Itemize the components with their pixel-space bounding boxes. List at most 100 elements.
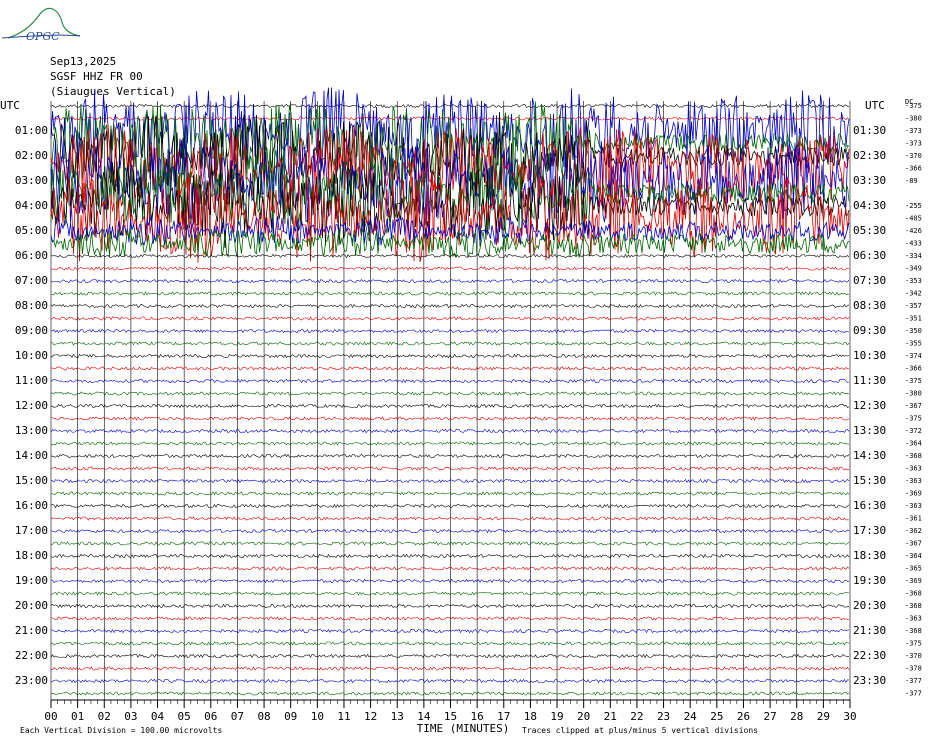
trace: [50, 428, 850, 434]
trace: [50, 666, 850, 671]
right-label: 05:30: [853, 224, 886, 237]
dc-value: -361: [905, 515, 922, 523]
left-label: 15:00: [15, 474, 48, 487]
x-label: 00: [44, 710, 57, 723]
trace: [50, 628, 850, 634]
dc-value: -433: [905, 240, 922, 248]
dc-value: -368: [905, 590, 922, 598]
left-label: 13:00: [15, 424, 48, 437]
x-label: 10: [311, 710, 324, 723]
dc-value: -255: [905, 202, 922, 210]
right-label: 04:30: [853, 199, 886, 212]
dc-value: -366: [905, 165, 922, 173]
x-label: 19: [550, 710, 563, 723]
right-label: 01:30: [853, 124, 886, 137]
left-label: 05:00: [15, 224, 48, 237]
left-label: 10:00: [15, 349, 48, 362]
trace: [50, 266, 850, 271]
dc-value: -363: [905, 477, 922, 485]
trace: [50, 391, 850, 396]
x-label: 27: [763, 710, 776, 723]
x-label: 14: [417, 710, 431, 723]
left-label: 07:00: [15, 274, 48, 287]
dc-value: -353: [905, 277, 922, 285]
x-label: 29: [817, 710, 830, 723]
x-label: 30: [843, 710, 856, 723]
logo-text: OPGC: [26, 30, 60, 43]
left-label: 23:00: [15, 674, 48, 687]
dc-value: -349: [905, 265, 922, 273]
dc-value: -363: [905, 615, 922, 623]
trace: [50, 616, 849, 621]
dc-value: -378: [905, 665, 922, 673]
trace: [50, 516, 850, 521]
x-label: 11: [337, 710, 350, 723]
dc-value: -426: [905, 227, 922, 235]
right-label: 17:30: [853, 524, 886, 537]
dc-value: -334: [905, 252, 922, 260]
left-label: 01:00: [15, 124, 48, 137]
dc-value: -368: [905, 452, 922, 460]
dc-value: -373: [905, 140, 922, 148]
dc-value: -366: [905, 365, 922, 373]
trace: [50, 366, 850, 371]
right-label: 06:30: [853, 249, 886, 262]
left-label: 09:00: [15, 324, 48, 337]
dc-value: -350: [905, 327, 922, 335]
dc-value: -364: [905, 552, 922, 560]
x-label: 06: [204, 710, 217, 723]
trace: [50, 341, 850, 346]
trace: [50, 353, 850, 359]
dc-value: -375: [905, 377, 922, 385]
right-label: 11:30: [853, 374, 886, 387]
x-label: 18: [524, 710, 537, 723]
dc-value: -368: [905, 602, 922, 610]
dc-value: -365: [905, 565, 922, 573]
trace: [50, 466, 850, 471]
x-label: 20: [577, 710, 590, 723]
trace: [50, 578, 850, 584]
left-label: 20:00: [15, 599, 48, 612]
x-label: 02: [98, 710, 111, 723]
right-label: 22:30: [853, 649, 886, 662]
dc-value: -367: [905, 540, 922, 548]
trace: [50, 478, 850, 484]
trace: [50, 378, 850, 384]
left-label: 21:00: [15, 624, 48, 637]
right-label: 19:30: [853, 574, 886, 587]
dc-value: -342: [905, 290, 922, 298]
trace: [50, 641, 850, 646]
dc-value: -375: [905, 640, 922, 648]
left-label: 02:00: [15, 149, 48, 162]
left-label: 14:00: [15, 449, 48, 462]
x-label: 23: [657, 710, 670, 723]
trace: [50, 591, 850, 596]
dc-value: -357: [905, 302, 922, 310]
x-label: 15: [444, 710, 457, 723]
dc-value: -380: [905, 115, 922, 123]
trace: [50, 174, 850, 263]
trace: [50, 278, 850, 284]
right-label: 02:30: [853, 149, 886, 162]
trace: [50, 161, 850, 249]
trace: [50, 491, 850, 496]
left-label: 12:00: [15, 399, 48, 412]
left-label: 06:00: [15, 249, 48, 262]
dc-value: -372: [905, 427, 922, 435]
trace: [51, 403, 850, 409]
logo: OPGC: [1, 7, 81, 43]
left-label: 04:00: [15, 199, 48, 212]
x-label: 07: [231, 710, 244, 723]
x-label: 04: [151, 710, 165, 723]
trace: [50, 253, 850, 259]
station: SGSF HHZ FR 00: [50, 70, 143, 83]
dc-value: -89: [905, 177, 918, 185]
clip-note: Traces clipped at plus/minus 5 vertical …: [522, 726, 758, 735]
date: Sep13,2025: [50, 55, 116, 68]
x-label: 21: [604, 710, 617, 723]
trace: [50, 553, 850, 559]
x-label: 22: [630, 710, 643, 723]
dc-value: -362: [905, 527, 922, 535]
left-label: UTC: [0, 99, 20, 112]
